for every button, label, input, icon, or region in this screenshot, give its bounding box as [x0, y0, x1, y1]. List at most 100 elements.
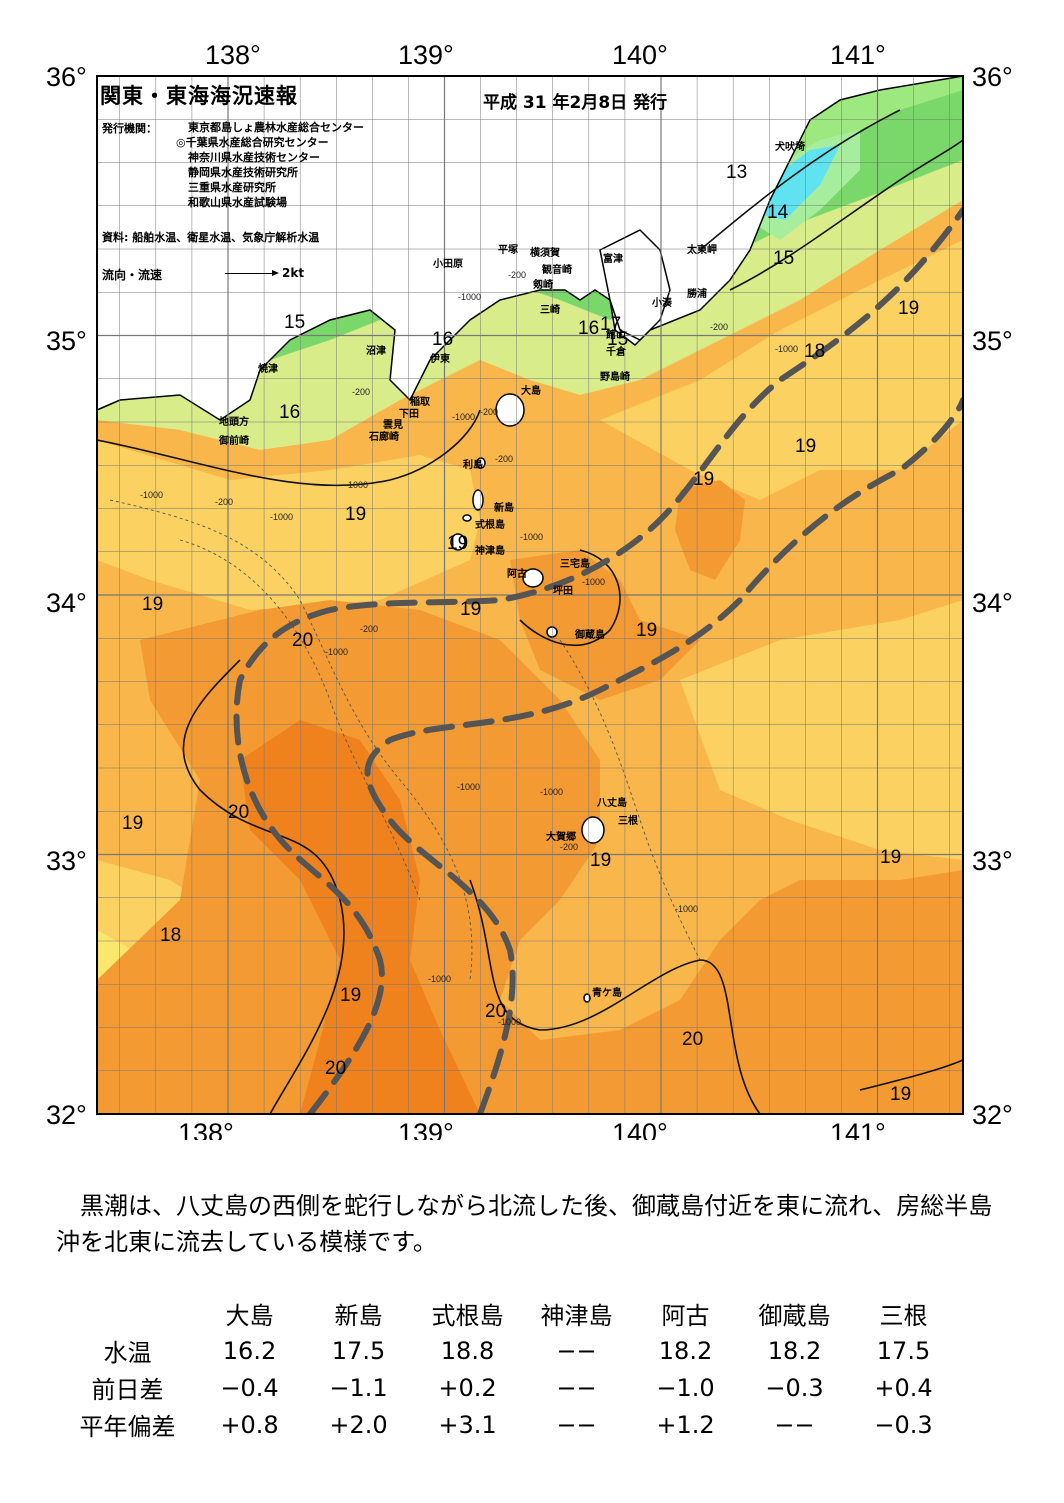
lat-label-left: 32° — [46, 1100, 87, 1130]
issue-date: 平成 31 年2月8日 発行 — [483, 93, 668, 113]
lon-label-top: 138° — [205, 40, 261, 70]
lat-label-left: 35° — [46, 326, 87, 356]
place-name: 野島崎 — [600, 370, 630, 383]
data-sources: 資料: 船舶水温、衛星水温、気象庁解析水温 — [102, 231, 320, 244]
table-cell: 18.2 — [658, 1336, 713, 1365]
isotherm-label: 19 — [880, 847, 901, 868]
map-svg: 138° 139° 140° 141° 138° 139° 140° 141° … — [46, 40, 1013, 1140]
table-cell: −− — [556, 1410, 597, 1439]
flow-legend-label: 流向・流速 — [102, 268, 163, 282]
isotherm-label: 19 — [898, 298, 919, 319]
place-name: 沼津 — [366, 344, 386, 357]
boso-peninsula — [599, 229, 671, 341]
bathymetry-line — [109, 499, 473, 981]
place-name: 横須賀 — [530, 246, 560, 259]
depth-label: -1000 — [520, 532, 543, 542]
place-name: 坪田 — [553, 584, 573, 597]
place-name: 三根 — [618, 814, 638, 827]
isotherm-label: 19 — [122, 813, 143, 834]
isotherm-label: 15 — [773, 248, 794, 269]
lat-label-right: 34° — [972, 588, 1013, 618]
kuroshio-axis-path — [364, 397, 963, 1114]
table-cell: 17.5 — [876, 1336, 931, 1365]
table-cell: −0.3 — [874, 1410, 933, 1439]
island-miyakejima — [522, 568, 544, 588]
row-header: 平年偏差 — [79, 1413, 176, 1441]
column-header: 大島 — [225, 1302, 274, 1330]
depth-label: -1000 — [675, 904, 698, 914]
island-kozushima — [450, 533, 466, 551]
isotherm-label: 15 — [284, 312, 305, 333]
place-name: 犬吠埼 — [775, 140, 805, 153]
place-name: 剱崎 — [532, 278, 553, 291]
depth-label: -200 — [560, 842, 578, 852]
isotherm-label: 19 — [890, 1084, 911, 1105]
place-name: 富津 — [603, 252, 623, 265]
kuroshio-axis — [233, 207, 963, 1114]
isotherm-line — [699, 109, 901, 251]
isotherm-label: 19 — [142, 594, 163, 615]
table-cell: +1.2 — [656, 1410, 715, 1439]
table-cell: 18.8 — [440, 1336, 495, 1365]
isotherm-label: 17 — [600, 314, 621, 335]
isotherm-label: 16 — [578, 318, 599, 339]
map-frame — [96, 75, 964, 1115]
place-name: 新島 — [494, 501, 514, 514]
isotherm-label: 20 — [325, 1058, 346, 1079]
isotherm-label: 19 — [460, 599, 481, 620]
page-title: 関東・東海海況速報 — [100, 84, 298, 108]
table-cell: 17.5 — [331, 1336, 386, 1365]
table-cell: −0.4 — [220, 1373, 279, 1402]
place-name: 稲取 — [410, 395, 431, 408]
isotherm-label: 16 — [279, 402, 300, 423]
isotherm-line — [182, 659, 345, 1114]
place-name: 石廊崎 — [368, 430, 399, 443]
place-name: 下田 — [399, 408, 419, 420]
column-header: 神津島 — [540, 1302, 613, 1330]
island-niijima — [472, 489, 484, 511]
column-header: 御蔵島 — [758, 1302, 831, 1330]
depth-label: -1000 — [582, 577, 605, 587]
island-hachijojima — [581, 816, 605, 844]
lat-label-right: 33° — [972, 846, 1013, 876]
row-header: 前日差 — [91, 1376, 164, 1404]
place-name: 千倉 — [606, 345, 627, 358]
sst-zone-18 — [600, 240, 963, 500]
depth-label: -1000 — [452, 412, 475, 422]
depth-label: -1000 — [458, 292, 481, 302]
sst-zone-18 — [680, 600, 963, 860]
depth-label: -1000 — [498, 1017, 521, 1027]
isotherm-label: 13 — [726, 162, 747, 183]
table-cell: −0.3 — [765, 1373, 824, 1402]
isotherm-label: 20 — [485, 1001, 506, 1022]
lat-label-left: 33° — [46, 846, 87, 876]
column-header: 式根島 — [431, 1302, 504, 1330]
lon-label-bottom: 139° — [398, 1118, 454, 1140]
depth-label: -200 — [215, 497, 233, 507]
summary-paragraph: 黒潮は、八丈島の西側を蛇行しながら北流した後、御蔵島付近を東に流れ、房総半島沖を… — [56, 1192, 993, 1256]
place-name: 地頭方 — [219, 415, 249, 428]
table-cell: −1.0 — [656, 1373, 715, 1402]
depth-labels: -200 -200 -200 -200 -200 -200 -200 -1000… — [140, 270, 798, 1027]
isotherm-line — [97, 409, 481, 487]
place-name: 三崎 — [540, 303, 560, 316]
lon-label-top: 141° — [830, 40, 886, 70]
depth-label: -1000 — [325, 647, 348, 657]
isotherm-line — [519, 549, 621, 647]
table-cell: +0.2 — [438, 1373, 497, 1402]
lon-label-bottom: 138° — [178, 1118, 234, 1140]
isotherm-label: 19 — [340, 985, 361, 1006]
column-header: 三根 — [879, 1302, 928, 1330]
depth-label: -200 — [360, 624, 378, 634]
place-name: 太東岬 — [686, 243, 717, 256]
issuer-item: 静岡県水産技術研究所 — [188, 166, 298, 179]
isotherm-label: 20 — [292, 630, 313, 651]
table-cell: +0.8 — [220, 1410, 279, 1439]
place-name: 利島 — [463, 458, 483, 471]
isotherm-line — [859, 1059, 963, 1091]
place-name: 阿古 — [507, 567, 527, 580]
depth-label: -200 — [352, 387, 370, 397]
isotherm-line — [469, 879, 761, 1114]
depth-label: -1000 — [775, 344, 798, 354]
place-name: 御前崎 — [218, 434, 249, 447]
